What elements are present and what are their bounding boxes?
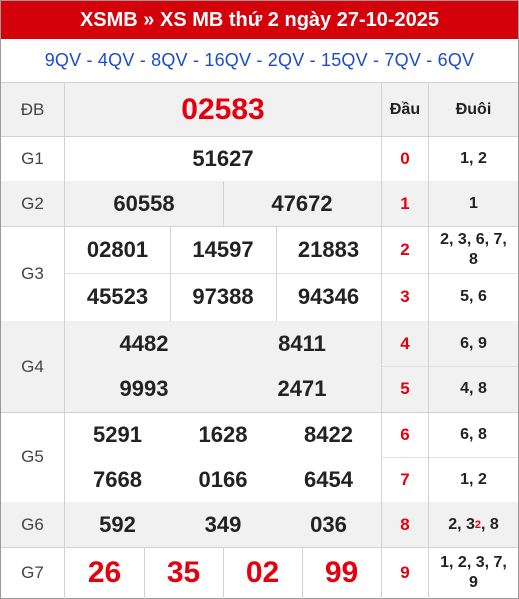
g3-number: 97388 (192, 284, 254, 309)
prize-label-g6: G6 (1, 502, 65, 547)
g5-number: 8422 (304, 421, 353, 447)
g7-number: 35 (166, 556, 201, 589)
g6-number: 592 (99, 511, 136, 537)
g7-number: 02 (245, 556, 280, 589)
column-header-dau: Đầu (381, 83, 429, 136)
column-header-duoi: Đuôi (455, 100, 492, 118)
special-prize-number: 02583 (181, 92, 265, 126)
loto-dau-2: 2 (381, 226, 429, 273)
loto-duoi-0: 1, 2 (460, 149, 487, 167)
loto-duoi-8-part-b: , 8 (481, 515, 499, 533)
g1-number: 51627 (192, 145, 254, 171)
row-g5: G5 5291 1628 8422 7668 0166 6454 6 6, 8 … (1, 412, 518, 503)
g5-number: 6454 (304, 466, 353, 492)
row-g7: G7 26 35 02 99 9 1, 2, 3, 7, 9 (1, 547, 518, 599)
loto-dau-0: 0 (381, 136, 429, 181)
loto-duoi-4: 6, 9 (460, 334, 487, 352)
row-g1: G1 51627 0 1, 2 (1, 136, 518, 182)
g4-number: 8411 (278, 330, 326, 356)
g4-number: 2471 (277, 376, 327, 401)
g5-number: 1628 (198, 421, 248, 447)
loto-dau-7: 7 (381, 457, 429, 502)
g4-number: 4482 (119, 330, 169, 356)
g6-number: 036 (310, 511, 347, 537)
g7-number: 99 (324, 556, 359, 589)
loto-dau-3: 3 (381, 273, 429, 321)
g5-number: 5291 (93, 421, 142, 447)
row-g3: G3 02801 14597 21883 45523 97388 94346 2… (1, 226, 518, 322)
loto-duoi-5: 4, 8 (460, 380, 487, 397)
prize-label-g2: G2 (1, 181, 65, 226)
prize-label-g4: G4 (1, 321, 65, 412)
loto-dau-8: 8 (381, 502, 429, 547)
loto-duoi-6: 6, 8 (460, 425, 487, 443)
loto-dau-6: 6 (381, 412, 429, 457)
g3-number: 94346 (297, 284, 360, 309)
row-db: ĐB 02583 Đầu Đuôi (1, 83, 518, 137)
loto-duoi-2: 2, 3, 6, 7, 8 (440, 230, 507, 268)
g7-number: 26 (87, 556, 122, 589)
prize-label-g5: G5 (1, 412, 65, 502)
draw-codes: 9QV - 4QV - 8QV - 16QV - 2QV - 15QV - 7Q… (1, 39, 518, 83)
g2-number: 47672 (271, 190, 333, 216)
row-g4: G4 4482 8411 9993 2471 4 6, 9 5 4, 8 (1, 321, 518, 413)
g5-number: 0166 (198, 466, 248, 492)
prize-label-g1: G1 (1, 136, 65, 181)
g3-number: 21883 (297, 236, 360, 262)
prize-label-g3: G3 (1, 226, 65, 321)
g3-number: 02801 (86, 236, 149, 262)
loto-duoi-1: 1 (469, 194, 478, 212)
loto-dau-9: 9 (381, 547, 429, 599)
loto-duoi-7: 1, 2 (460, 470, 487, 488)
loto-dau-4: 4 (381, 321, 429, 366)
loto-dau-5: 5 (381, 366, 429, 412)
prize-label-db: ĐB (1, 83, 65, 136)
loto-duoi-9: 1, 2, 3, 7, 9 (440, 554, 507, 591)
loto-duoi-3: 5, 6 (460, 288, 487, 305)
row-g2: G2 60558 47672 1 1 (1, 181, 518, 227)
prize-label-g7: G7 (1, 547, 65, 599)
g6-number: 349 (204, 511, 242, 537)
loto-duoi-8-part-a: 2, 3 (448, 515, 475, 533)
g3-number: 45523 (86, 284, 149, 309)
g3-number: 14597 (192, 236, 254, 262)
g2-number: 60558 (113, 190, 175, 216)
loto-dau-1: 1 (381, 181, 429, 226)
g5-number: 7668 (93, 466, 142, 492)
page-title[interactable]: XSMB » XS MB thứ 2 ngày 27-10-2025 (1, 1, 518, 39)
g4-number: 9993 (119, 376, 169, 401)
